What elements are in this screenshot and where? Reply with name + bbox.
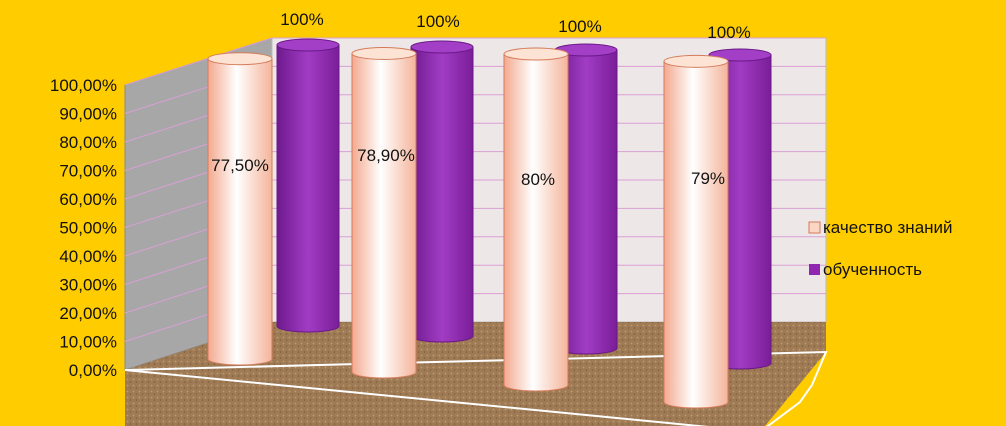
bar-learned-body — [276, 44, 340, 333]
data-label-learned: 100% — [707, 23, 750, 42]
bar-knowledge — [503, 47, 569, 392]
data-label-knowledge: 77,50% — [211, 156, 269, 175]
bars — [207, 38, 772, 409]
data-label-learned: 100% — [280, 10, 323, 29]
bar-knowledge-body — [663, 60, 729, 409]
data-label-learned: 100% — [416, 12, 459, 31]
bar-knowledge — [351, 46, 417, 379]
bar-learned-cap — [276, 38, 340, 52]
chart-floor — [125, 322, 826, 426]
y-tick-label: 40,00% — [59, 247, 117, 266]
y-tick-label: 10,00% — [59, 333, 117, 352]
data-label-learned: 100% — [558, 17, 601, 36]
y-tick-label: 100,00% — [50, 76, 117, 95]
bar-knowledge-cap — [503, 47, 569, 61]
y-tick-label: 90,00% — [59, 105, 117, 124]
bar-learned-cap — [410, 40, 474, 54]
legend-swatch-knowledge — [808, 221, 821, 234]
bar-learned-cap — [708, 48, 772, 62]
legend-label-knowledge: качество знаний — [823, 218, 953, 237]
legend-swatch-learned — [809, 264, 820, 275]
y-tick-label: 80,00% — [59, 133, 117, 152]
bar-learned-body — [410, 46, 474, 343]
y-tick-label: 60,00% — [59, 190, 117, 209]
bar-knowledge-body — [503, 53, 569, 392]
y-tick-label: 20,00% — [59, 304, 117, 323]
gridline — [124, 37, 826, 86]
y-tick-label: 70,00% — [59, 162, 117, 181]
bar-knowledge-cap — [663, 54, 729, 68]
data-label-knowledge: 78,90% — [357, 146, 415, 165]
bar-knowledge-cap — [351, 46, 417, 60]
y-tick-label: 30,00% — [59, 276, 117, 295]
y-tick-label: 50,00% — [59, 219, 117, 238]
y-axis-ticks: 0,00% 10,00% 20,00% 30,00% 40,00% 50,00% 60,00… — [50, 76, 117, 380]
bar-learned — [554, 43, 618, 355]
data-labels: 100% 100% 100% 100% 77,50% 78,90% 80% 79% — [211, 10, 751, 189]
data-label-knowledge: 79% — [691, 169, 725, 188]
y-tick-label: 0,00% — [69, 361, 117, 380]
bar-knowledge-body — [351, 52, 417, 379]
bar-knowledge-cap — [207, 52, 273, 66]
legend: качество знаний обученность — [808, 218, 953, 279]
bar-knowledge-body — [207, 58, 273, 366]
legend-label-learned: обученность — [823, 260, 922, 279]
bar-learned — [410, 40, 474, 343]
bar-knowledge — [207, 52, 273, 366]
bar-learned — [276, 38, 340, 333]
data-label-knowledge: 80% — [521, 170, 555, 189]
bar-knowledge — [663, 54, 729, 409]
